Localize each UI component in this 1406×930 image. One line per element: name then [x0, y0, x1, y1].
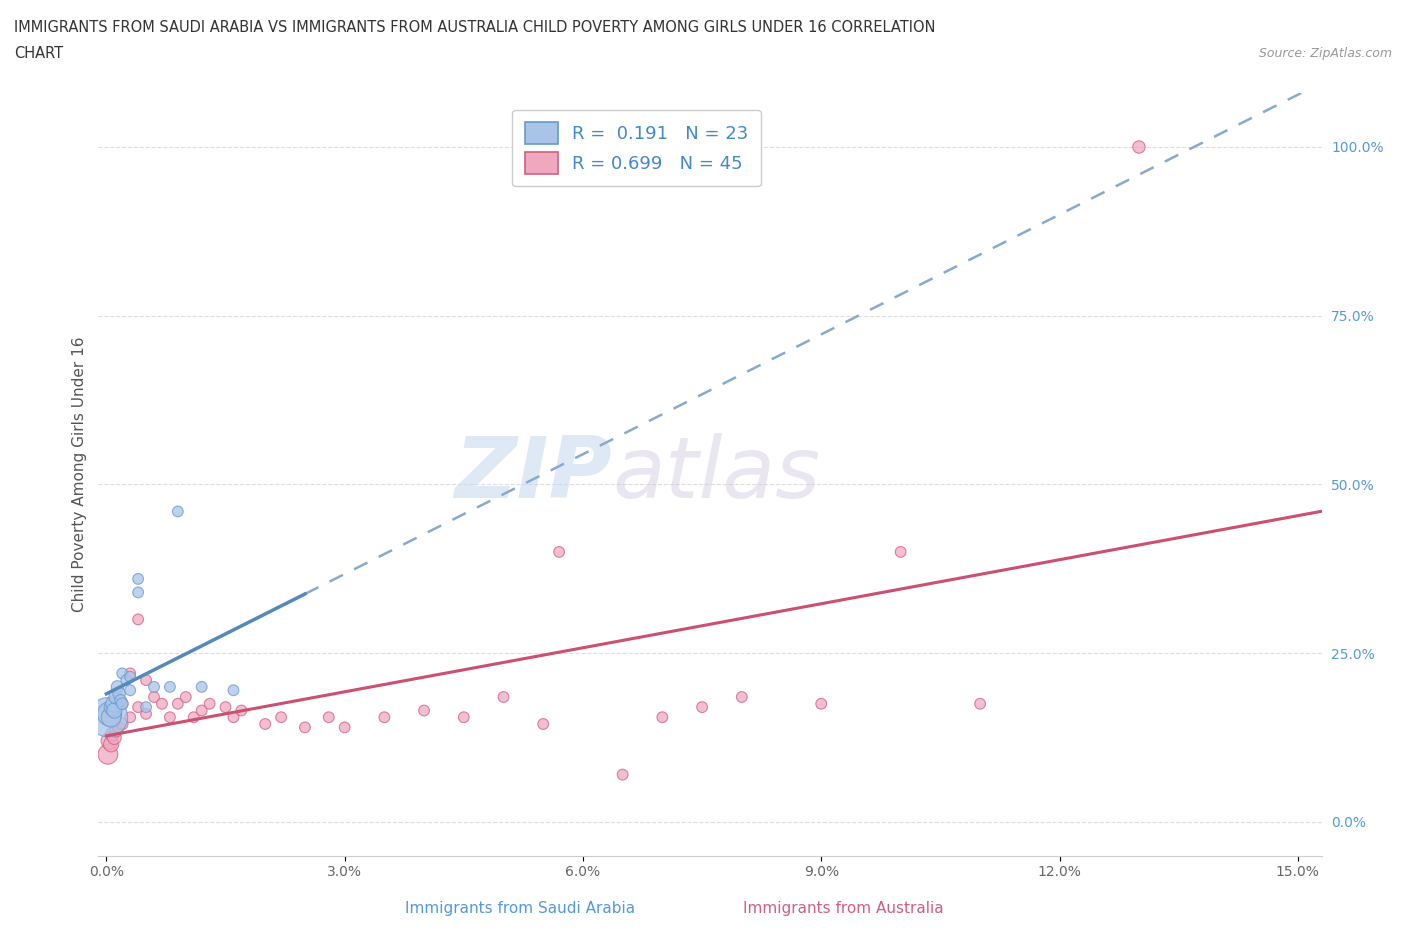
- Text: ZIP: ZIP: [454, 432, 612, 516]
- Point: [135, 672, 157, 687]
- Point: [98, 707, 121, 722]
- Text: atlas: atlas: [612, 432, 820, 516]
- Point: [190, 703, 212, 718]
- Point: [318, 710, 340, 724]
- Point: [222, 710, 245, 724]
- Point: [969, 697, 991, 711]
- Point: [120, 666, 142, 681]
- Point: [413, 703, 436, 718]
- Point: [612, 767, 634, 782]
- Point: [107, 720, 129, 735]
- Point: [103, 730, 125, 745]
- Point: [104, 724, 127, 738]
- Point: [108, 686, 131, 701]
- Point: [453, 710, 475, 724]
- Point: [100, 737, 122, 751]
- Point: [1128, 140, 1150, 154]
- Point: [101, 726, 124, 741]
- Point: [531, 716, 554, 731]
- Point: [166, 697, 188, 711]
- Point: [333, 720, 356, 735]
- Point: [120, 710, 142, 724]
- Point: [548, 544, 571, 559]
- Point: [103, 703, 125, 718]
- Text: IMMIGRANTS FROM SAUDI ARABIA VS IMMIGRANTS FROM AUSTRALIA CHILD POVERTY AMONG GI: IMMIGRANTS FROM SAUDI ARABIA VS IMMIGRAN…: [14, 20, 935, 35]
- Point: [97, 747, 120, 762]
- Point: [98, 734, 121, 749]
- Point: [110, 693, 132, 708]
- Point: [101, 699, 124, 714]
- Point: [111, 697, 134, 711]
- Point: [651, 710, 673, 724]
- Point: [174, 689, 197, 704]
- Point: [294, 720, 316, 735]
- Point: [111, 666, 134, 681]
- Point: [190, 680, 212, 695]
- Point: [135, 699, 157, 714]
- Point: [214, 699, 236, 714]
- Point: [115, 672, 138, 687]
- Point: [111, 716, 134, 731]
- Point: [183, 710, 205, 724]
- Point: [254, 716, 277, 731]
- Point: [135, 707, 157, 722]
- Y-axis label: Child Poverty Among Girls Under 16: Child Poverty Among Girls Under 16: [72, 337, 87, 612]
- Point: [127, 571, 149, 586]
- Point: [159, 680, 181, 695]
- Text: Immigrants from Australia: Immigrants from Australia: [744, 901, 943, 916]
- Point: [120, 670, 142, 684]
- Point: [120, 683, 142, 698]
- Text: Immigrants from Saudi Arabia: Immigrants from Saudi Arabia: [405, 901, 636, 916]
- Point: [890, 544, 912, 559]
- Point: [127, 612, 149, 627]
- Point: [143, 680, 166, 695]
- Point: [97, 710, 120, 724]
- Point: [492, 689, 515, 704]
- Point: [159, 710, 181, 724]
- Point: [103, 697, 125, 711]
- Point: [810, 697, 832, 711]
- Point: [100, 710, 122, 724]
- Legend: R =  0.191   N = 23, R = 0.699   N = 45: R = 0.191 N = 23, R = 0.699 N = 45: [512, 110, 761, 186]
- Point: [731, 689, 754, 704]
- Point: [127, 699, 149, 714]
- Point: [222, 683, 245, 698]
- Point: [690, 699, 713, 714]
- Text: CHART: CHART: [14, 46, 63, 61]
- Point: [104, 689, 127, 704]
- Text: Source: ZipAtlas.com: Source: ZipAtlas.com: [1258, 46, 1392, 60]
- Point: [270, 710, 292, 724]
- Point: [111, 697, 134, 711]
- Point: [198, 697, 221, 711]
- Point: [107, 680, 129, 695]
- Point: [150, 697, 173, 711]
- Point: [127, 585, 149, 600]
- Point: [166, 504, 188, 519]
- Point: [373, 710, 395, 724]
- Point: [143, 689, 166, 704]
- Point: [231, 703, 253, 718]
